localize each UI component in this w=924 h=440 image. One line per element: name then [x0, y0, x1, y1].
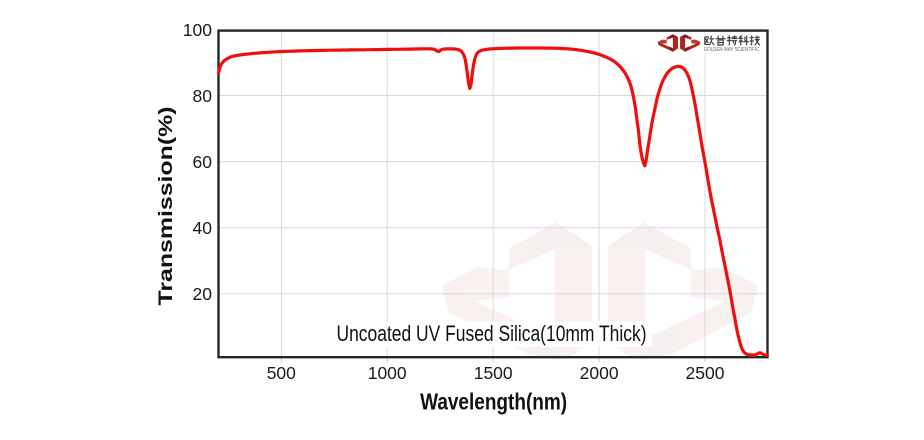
- svg-text:Transmission(%): Transmission(%): [156, 106, 177, 305]
- svg-text:Uncoated UV Fused Silica(10mm: Uncoated UV Fused Silica(10mm Thick): [337, 321, 647, 346]
- svg-text:20: 20: [193, 284, 213, 304]
- svg-text:2000: 2000: [580, 363, 619, 383]
- svg-text:1000: 1000: [368, 363, 407, 383]
- svg-text:80: 80: [193, 86, 213, 106]
- svg-text:500: 500: [267, 363, 296, 383]
- svg-text:2500: 2500: [686, 363, 725, 383]
- svg-text:60: 60: [193, 152, 213, 172]
- svg-text:1500: 1500: [474, 363, 513, 383]
- svg-text:GOLDEN WAY SCIENTIFIC: GOLDEN WAY SCIENTIFIC: [704, 47, 760, 53]
- svg-text:100: 100: [183, 20, 212, 40]
- svg-text:Wavelength(nm): Wavelength(nm): [420, 389, 567, 415]
- svg-text:40: 40: [193, 218, 213, 238]
